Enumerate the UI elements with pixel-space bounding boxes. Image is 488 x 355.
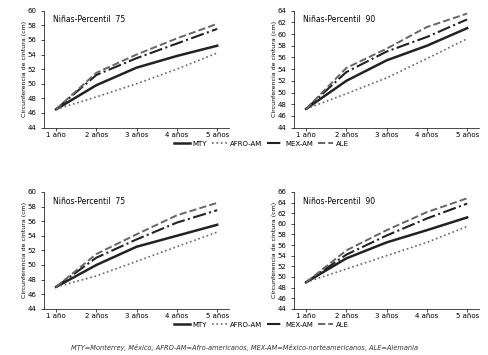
Text: Niñas-Percentil  90: Niñas-Percentil 90 bbox=[303, 15, 375, 24]
Y-axis label: Circunferencia de cintura (cm): Circunferencia de cintura (cm) bbox=[271, 21, 277, 117]
Text: Niñas-Percentil  75: Niñas-Percentil 75 bbox=[53, 15, 125, 24]
Text: Niños-Percentil  75: Niños-Percentil 75 bbox=[53, 197, 125, 206]
Text: Niños-Percentil  90: Niños-Percentil 90 bbox=[303, 197, 375, 206]
Y-axis label: Circunferencia de cintura (cm): Circunferencia de cintura (cm) bbox=[22, 202, 27, 299]
Y-axis label: Circunferencia de cintura (cm): Circunferencia de cintura (cm) bbox=[271, 202, 277, 299]
Y-axis label: Circunferencia de cintura (cm): Circunferencia de cintura (cm) bbox=[22, 21, 27, 117]
Text: MTY=Monterrey, México, AFRO-AM=Afro-americanos, MEX-AM=México-norteamericanos, A: MTY=Monterrey, México, AFRO-AM=Afro-amer… bbox=[71, 344, 417, 351]
Legend: MTY, AFRO-AM, MEX-AM, ALE: MTY, AFRO-AM, MEX-AM, ALE bbox=[174, 141, 348, 147]
Legend: MTY, AFRO-AM, MEX-AM, ALE: MTY, AFRO-AM, MEX-AM, ALE bbox=[174, 322, 348, 328]
